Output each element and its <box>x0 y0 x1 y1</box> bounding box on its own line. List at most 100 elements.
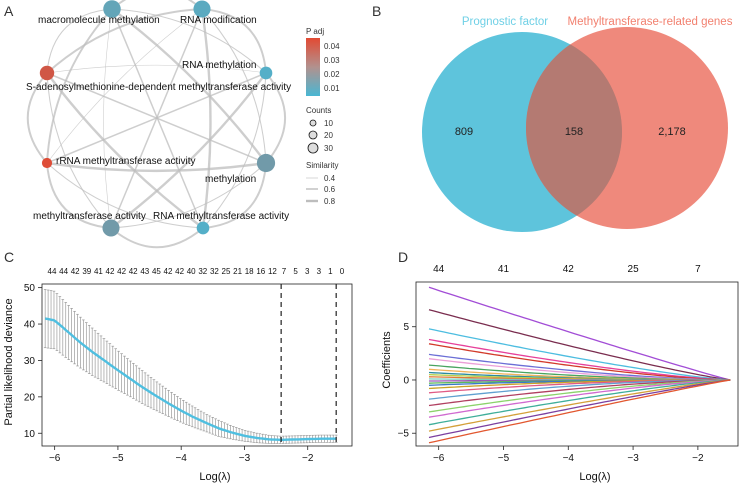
node-label-methyltransferase-activity: methyltransferase activity <box>33 211 146 222</box>
network-edge <box>202 162 267 229</box>
padj-tick-2: 0.02 <box>324 70 340 79</box>
venn-left-only-count: 809 <box>455 126 473 138</box>
network-edge <box>103 8 113 229</box>
c-top-count: 18 <box>245 267 254 276</box>
d-y-axis-title: Coefficients <box>381 331 393 389</box>
c-y-tick-label: 40 <box>24 320 36 331</box>
panel-b-label: B <box>372 3 381 19</box>
c-top-count: 1 <box>328 267 333 276</box>
network-edge <box>46 162 112 229</box>
network-edge <box>110 227 204 249</box>
network-edge <box>46 8 113 74</box>
network-edge <box>46 8 203 164</box>
node-methylation <box>256 153 276 173</box>
network-edge <box>110 162 267 229</box>
c-y-tick-label: 50 <box>24 283 36 294</box>
c-top-count: 44 <box>59 267 68 276</box>
c-y-axis-title: Partial likelihood deviance <box>3 298 15 425</box>
d-coef-path-24 <box>428 379 731 439</box>
d-x-tick-label: −4 <box>563 453 575 464</box>
network-labels: macromolecule methylation RNA modificati… <box>26 15 291 222</box>
counts-label-10: 10 <box>324 119 333 128</box>
network-edge <box>200 8 212 229</box>
c-deviance-curve <box>44 317 337 441</box>
c-x-tick-label: −4 <box>175 453 187 464</box>
c-top-count: 5 <box>293 267 298 276</box>
d-coef-path-0 <box>428 286 731 381</box>
c-top-count: 42 <box>117 267 126 276</box>
c-plot-frame <box>41 283 353 447</box>
network-edge <box>111 0 203 10</box>
panel-a-label: A <box>4 3 14 19</box>
d-coef-path-21 <box>428 379 731 418</box>
node-label-rna-methyltransferase-activity: RNA methyltransferase activity <box>153 211 289 222</box>
d-coef-path-4 <box>428 343 731 381</box>
node-rna-modification <box>193 0 211 18</box>
venn-overlap-region <box>525 44 623 216</box>
network-nodes <box>39 0 276 237</box>
d-coef-path-20 <box>428 379 731 413</box>
d-coef-path-2 <box>428 328 731 381</box>
d-plot-frame <box>415 281 739 447</box>
counts-legend-title: Counts <box>306 106 331 115</box>
d-coef-path-1 <box>428 309 731 381</box>
network-edge <box>111 8 267 164</box>
c-top-count: 16 <box>256 267 265 276</box>
venn-set-label-left: Prognostic factor <box>462 16 548 28</box>
padj-legend: P adj 0.04 0.03 0.02 0.01 <box>306 27 340 96</box>
d-x-tick-label: −6 <box>433 453 445 464</box>
d-x-tick-label: −2 <box>692 453 704 464</box>
network-edge <box>46 8 203 74</box>
network-edge <box>46 72 267 164</box>
d-x-tick-label: −3 <box>627 453 639 464</box>
c-x-tick-label: −5 <box>112 453 124 464</box>
c-top-count: 25 <box>222 267 231 276</box>
c-y-tick-label: 10 <box>24 429 36 440</box>
d-coef-path-19 <box>428 379 731 407</box>
d-coef-path-23 <box>428 379 731 432</box>
d-top-count: 7 <box>695 264 701 275</box>
network-edge <box>46 161 267 173</box>
c-x-tick-label: −6 <box>49 453 61 464</box>
c-y-tick-label: 30 <box>24 356 36 367</box>
network-edge <box>46 72 204 229</box>
c-top-count: 44 <box>48 267 57 276</box>
c-top-count: 39 <box>82 267 91 276</box>
coefficient-path-plot: −5 0 5 −6 −5 −4 −3 −2 44 41 42 25 7 <box>398 264 739 464</box>
c-top-count: 32 <box>198 267 207 276</box>
d-coef-path-18 <box>428 379 731 400</box>
d-top-count: 41 <box>498 264 510 275</box>
c-x-axis-title: Log(λ) <box>199 471 230 483</box>
network-edge <box>46 72 112 229</box>
padj-colorbar <box>306 38 320 96</box>
counts-key-30 <box>307 142 319 154</box>
c-top-count: 42 <box>164 267 173 276</box>
d-top-count: 25 <box>628 264 640 275</box>
similarity-legend-title: Similarity <box>306 161 338 170</box>
c-top-count: 0 <box>340 267 345 276</box>
node-methyltransferase-activity <box>102 219 120 237</box>
c-top-count: 40 <box>187 267 196 276</box>
network-edge <box>265 72 286 164</box>
d-x-axis-title: Log(λ) <box>579 471 610 483</box>
c-top-count: 45 <box>152 267 161 276</box>
node-rna-methylation <box>259 66 273 80</box>
c-top-count: 41 <box>94 267 103 276</box>
d-y-tick-label: −5 <box>398 429 410 440</box>
node-macromolecule-methylation <box>103 0 121 18</box>
network-edges <box>26 0 286 249</box>
node-label-macromolecule-methylation: macromolecule methylation <box>38 15 160 26</box>
c-top-count: 7 <box>282 267 287 276</box>
c-top-count: 12 <box>268 267 277 276</box>
network-edge <box>201 8 267 74</box>
counts-key-20 <box>308 130 318 140</box>
c-top-count: 42 <box>71 267 80 276</box>
panel-c-label: C <box>4 249 14 265</box>
counts-label-20: 20 <box>324 131 333 140</box>
c-y-tick-label: 20 <box>24 392 36 403</box>
venn-set-label-right: Methyltransferase-related genes <box>568 16 733 28</box>
c-top-count: 32 <box>210 267 219 276</box>
padj-tick-0: 0.04 <box>324 42 340 51</box>
